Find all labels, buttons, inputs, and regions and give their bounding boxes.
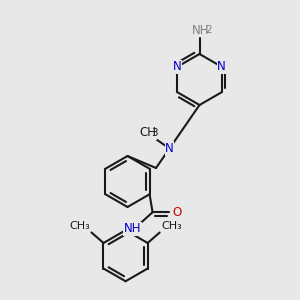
Text: O: O xyxy=(172,206,181,219)
Text: NH: NH xyxy=(192,23,210,37)
Text: N: N xyxy=(173,60,182,73)
Text: CH₃: CH₃ xyxy=(161,221,182,231)
Text: 2: 2 xyxy=(205,25,212,35)
Text: NH: NH xyxy=(123,222,141,235)
Text: N: N xyxy=(165,142,174,155)
Text: CH₃: CH₃ xyxy=(69,221,90,231)
Text: CH: CH xyxy=(139,126,156,139)
Text: N: N xyxy=(217,60,226,73)
Text: 3: 3 xyxy=(151,128,158,138)
